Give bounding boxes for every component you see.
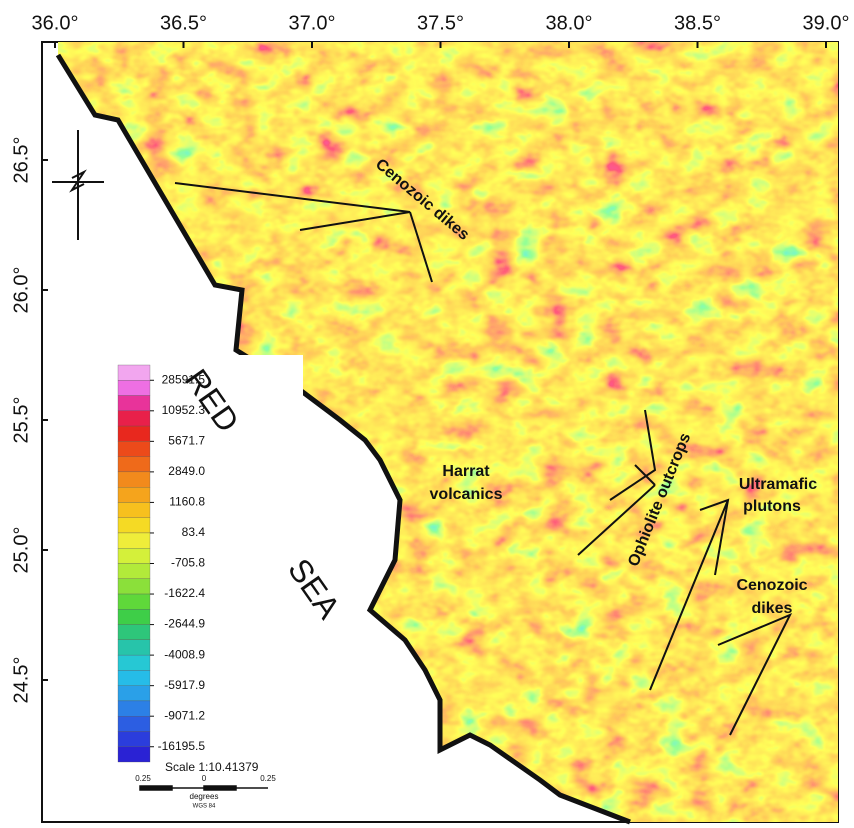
colorbar-swatch [118, 701, 150, 716]
colorbar-swatch [118, 594, 150, 609]
annotation: Cenozoic [736, 577, 807, 594]
legend-box [58, 355, 303, 805]
colorbar-label: -5917.9 [164, 678, 205, 692]
colorbar-swatch [118, 380, 150, 395]
colorbar-swatch [118, 396, 150, 411]
lat-tick-label: 25.0° [10, 527, 32, 574]
colorbar-label: -1622.4 [164, 586, 205, 600]
lat-tick-label: 25.5° [10, 397, 32, 444]
colorbar-swatch [118, 487, 150, 502]
lon-tick-label: 39.0° [803, 12, 850, 34]
colorbar-swatch [118, 686, 150, 701]
colorbar-swatch [118, 625, 150, 640]
lat-tick-label: 26.0° [10, 267, 32, 314]
colorbar-label: 83.4 [182, 525, 206, 539]
colorbar-label: -705.8 [171, 556, 205, 570]
colorbar-label: -4008.9 [164, 647, 205, 661]
colorbar-swatch [118, 564, 150, 579]
lon-tick-label: 38.0° [546, 12, 593, 34]
colorbar-label: -2644.9 [164, 617, 205, 631]
colorbar-label: 2849.0 [168, 464, 205, 478]
lon-tick-label: 37.5° [417, 12, 464, 34]
scale-tick: 0 [202, 774, 207, 783]
colorbar-label: -9071.2 [164, 708, 205, 722]
lon-tick-label: 36.0° [32, 12, 79, 34]
colorbar-swatch [118, 747, 150, 762]
colorbar-swatch [118, 716, 150, 731]
colorbar-swatch [118, 411, 150, 426]
annotation: plutons [743, 498, 801, 515]
colorbar-swatch [118, 655, 150, 670]
colorbar-swatch [118, 533, 150, 548]
colorbar-swatch [118, 457, 150, 472]
colorbar-label: 1160.8 [169, 495, 205, 509]
annotation: dikes [752, 600, 793, 617]
scale-tick: 0.25 [135, 774, 151, 783]
scale-text: Scale 1:10.41379 [165, 760, 259, 774]
annotation: Ultramafic [739, 476, 817, 493]
colorbar-swatch [118, 365, 150, 380]
lon-tick-label: 37.0° [289, 12, 336, 34]
lat-tick-label: 26.5° [10, 137, 32, 184]
colorbar-swatch [118, 441, 150, 456]
colorbar-swatch [118, 548, 150, 563]
colorbar-swatch [118, 670, 150, 685]
annotation: Harrat [442, 463, 490, 480]
colorbar-swatch [118, 472, 150, 487]
colorbar-label: -16195.5 [158, 739, 206, 753]
map-figure: 28591.510952.35671.72849.01160.883.4-705… [0, 0, 854, 828]
annotation: volcanics [430, 486, 503, 503]
scale-unit: degrees [190, 792, 219, 801]
colorbar-label: 5671.7 [168, 434, 205, 448]
colorbar-swatch [118, 426, 150, 441]
lon-tick-label: 38.5° [674, 12, 721, 34]
lat-tick-label: 24.5° [10, 657, 32, 704]
colorbar-swatch [118, 502, 150, 517]
colorbar-swatch [118, 609, 150, 624]
colorbar-swatch [118, 731, 150, 746]
colorbar-swatch [118, 579, 150, 594]
lon-tick-label: 36.5° [160, 12, 207, 34]
scale-tick: 0.25 [260, 774, 276, 783]
colorbar-swatch [118, 640, 150, 655]
datum: WGS 84 [193, 804, 216, 810]
colorbar-swatch [118, 518, 150, 533]
